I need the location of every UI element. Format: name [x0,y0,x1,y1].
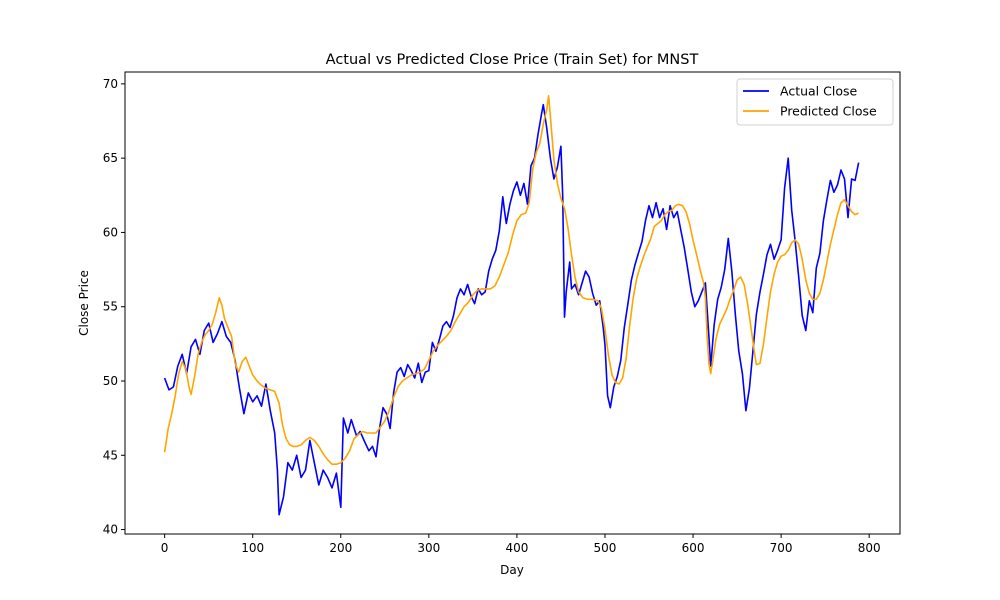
y-tick-label: 65 [103,151,118,165]
x-axis-label: Day [500,563,524,577]
y-axis: 40 45 50 55 60 65 70 [103,77,125,537]
y-tick-label: 70 [103,77,118,91]
plot-area [124,71,901,535]
y-tick-label: 45 [103,448,118,462]
x-tick-label: 0 [161,541,169,555]
x-tick-label: 400 [505,541,528,555]
x-axis: 0 100 200 300 400 500 600 700 800 [161,534,881,555]
series-line-2 [163,95,859,465]
chart-title: Actual vs Predicted Close Price (Train S… [326,52,699,68]
x-tick-label: 200 [329,541,352,555]
y-tick-label: 40 [103,523,118,537]
x-tick-label: 100 [241,541,264,555]
x-tick-label: 700 [770,541,793,555]
legend: Actual Close Predicted Close [736,78,894,126]
plot-frame [124,71,901,535]
legend-label-2: Predicted Close [780,104,877,119]
y-tick-label: 50 [103,374,118,388]
series-line-1 [163,103,860,516]
y-tick-label: 55 [103,300,118,314]
y-tick-label: 60 [103,225,118,239]
x-tick-label: 600 [682,541,705,555]
legend-label-1: Actual Close [780,84,857,99]
x-tick-label: 500 [594,541,617,555]
y-axis-label: Close Price [77,270,91,336]
legend-box [736,78,894,126]
series-layer [163,95,860,516]
x-tick-label: 800 [858,541,881,555]
x-tick-label: 300 [417,541,440,555]
